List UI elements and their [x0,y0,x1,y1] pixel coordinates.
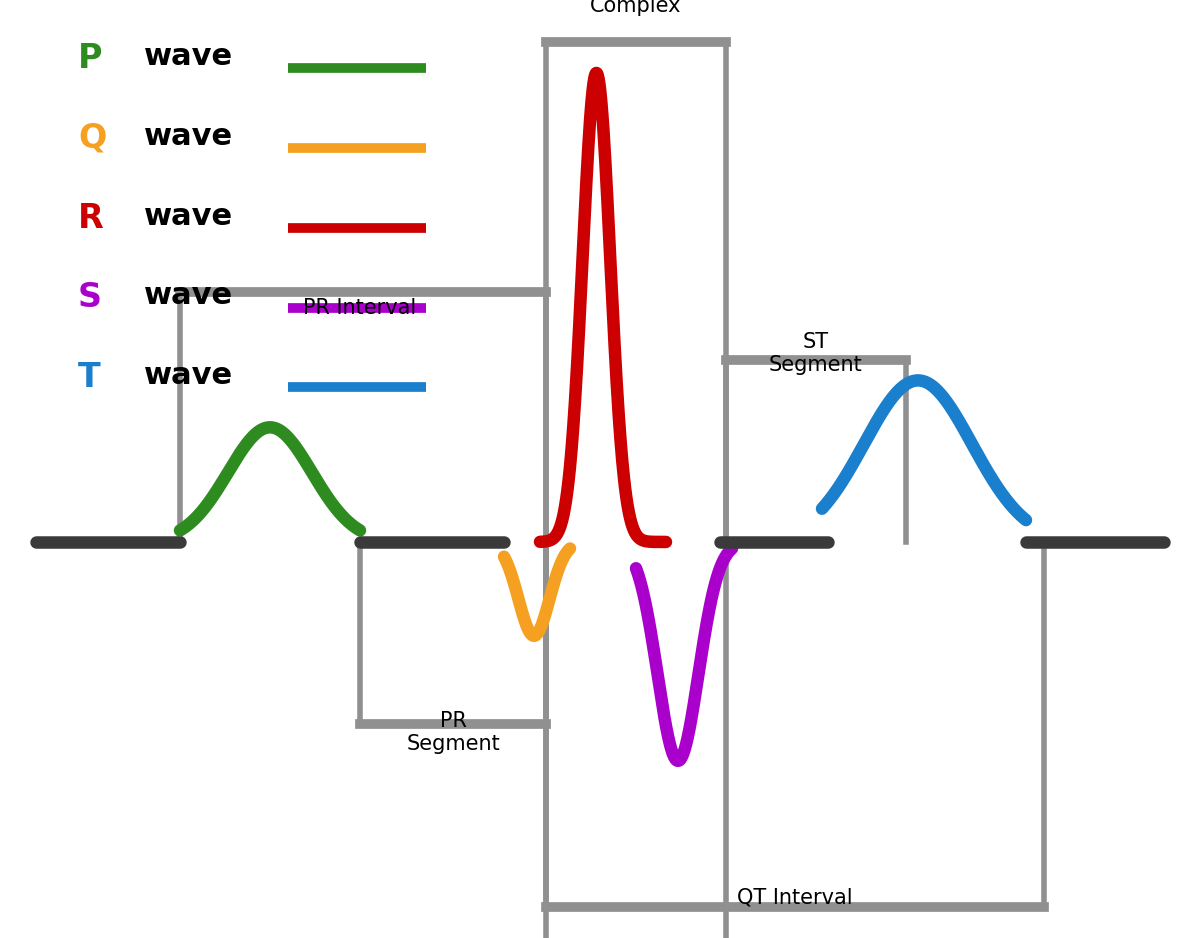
Text: PR Interval: PR Interval [304,298,416,318]
Text: wave: wave [144,281,233,310]
Text: QRS
Complex: QRS Complex [590,0,682,16]
Text: S: S [78,281,102,314]
Text: P: P [78,42,102,75]
Text: wave: wave [144,42,233,71]
Text: wave: wave [144,202,233,231]
Text: R: R [78,202,103,234]
Text: QT Interval: QT Interval [737,888,853,908]
Text: T: T [78,361,101,394]
Text: PR
Segment: PR Segment [406,711,500,754]
Text: ST
Segment: ST Segment [769,332,863,375]
Text: wave: wave [144,122,233,151]
Text: Q: Q [78,122,107,155]
Text: wave: wave [144,361,233,390]
